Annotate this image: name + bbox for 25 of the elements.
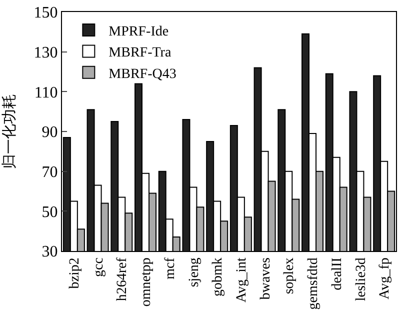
y-tick-label: 30 — [42, 244, 58, 261]
y-tick-label: 50 — [42, 204, 58, 221]
x-tick-label: bzip2 — [67, 258, 82, 289]
y-tick-label: 70 — [42, 164, 58, 181]
x-tick-label: leslie3d — [354, 258, 369, 302]
x-tick-label: Avg_int — [234, 258, 250, 302]
x-tick-label: Avg_fp — [378, 258, 393, 300]
x-tick-label: mcf — [162, 257, 178, 280]
x-tick-label: bwaves — [258, 258, 274, 300]
x-tick-label: gcc — [91, 258, 106, 278]
y-axis-title: 归一化功耗 — [0, 94, 18, 169]
x-tick-label: gemsfdtd — [306, 258, 322, 310]
legend-label: MPRF-Ide — [108, 24, 169, 40]
x-tick-label: h264ref — [115, 257, 130, 302]
x-tick-label: omnetpp — [139, 258, 154, 307]
x-tick-label: soplex — [282, 258, 298, 294]
y-tick-label: 130 — [34, 44, 58, 62]
x-tick-label: dealII — [330, 257, 345, 290]
y-tick-label: 150 — [34, 4, 58, 22]
legend-label: MBRF-Q43 — [108, 66, 176, 82]
y-tick-label: 90 — [42, 124, 58, 142]
legend-label: MBRF-Tra — [108, 46, 172, 61]
x-tick-label: sjeng — [186, 258, 202, 288]
y-tick-label: 110 — [34, 84, 58, 102]
x-tick-label: gobmk — [210, 258, 226, 296]
